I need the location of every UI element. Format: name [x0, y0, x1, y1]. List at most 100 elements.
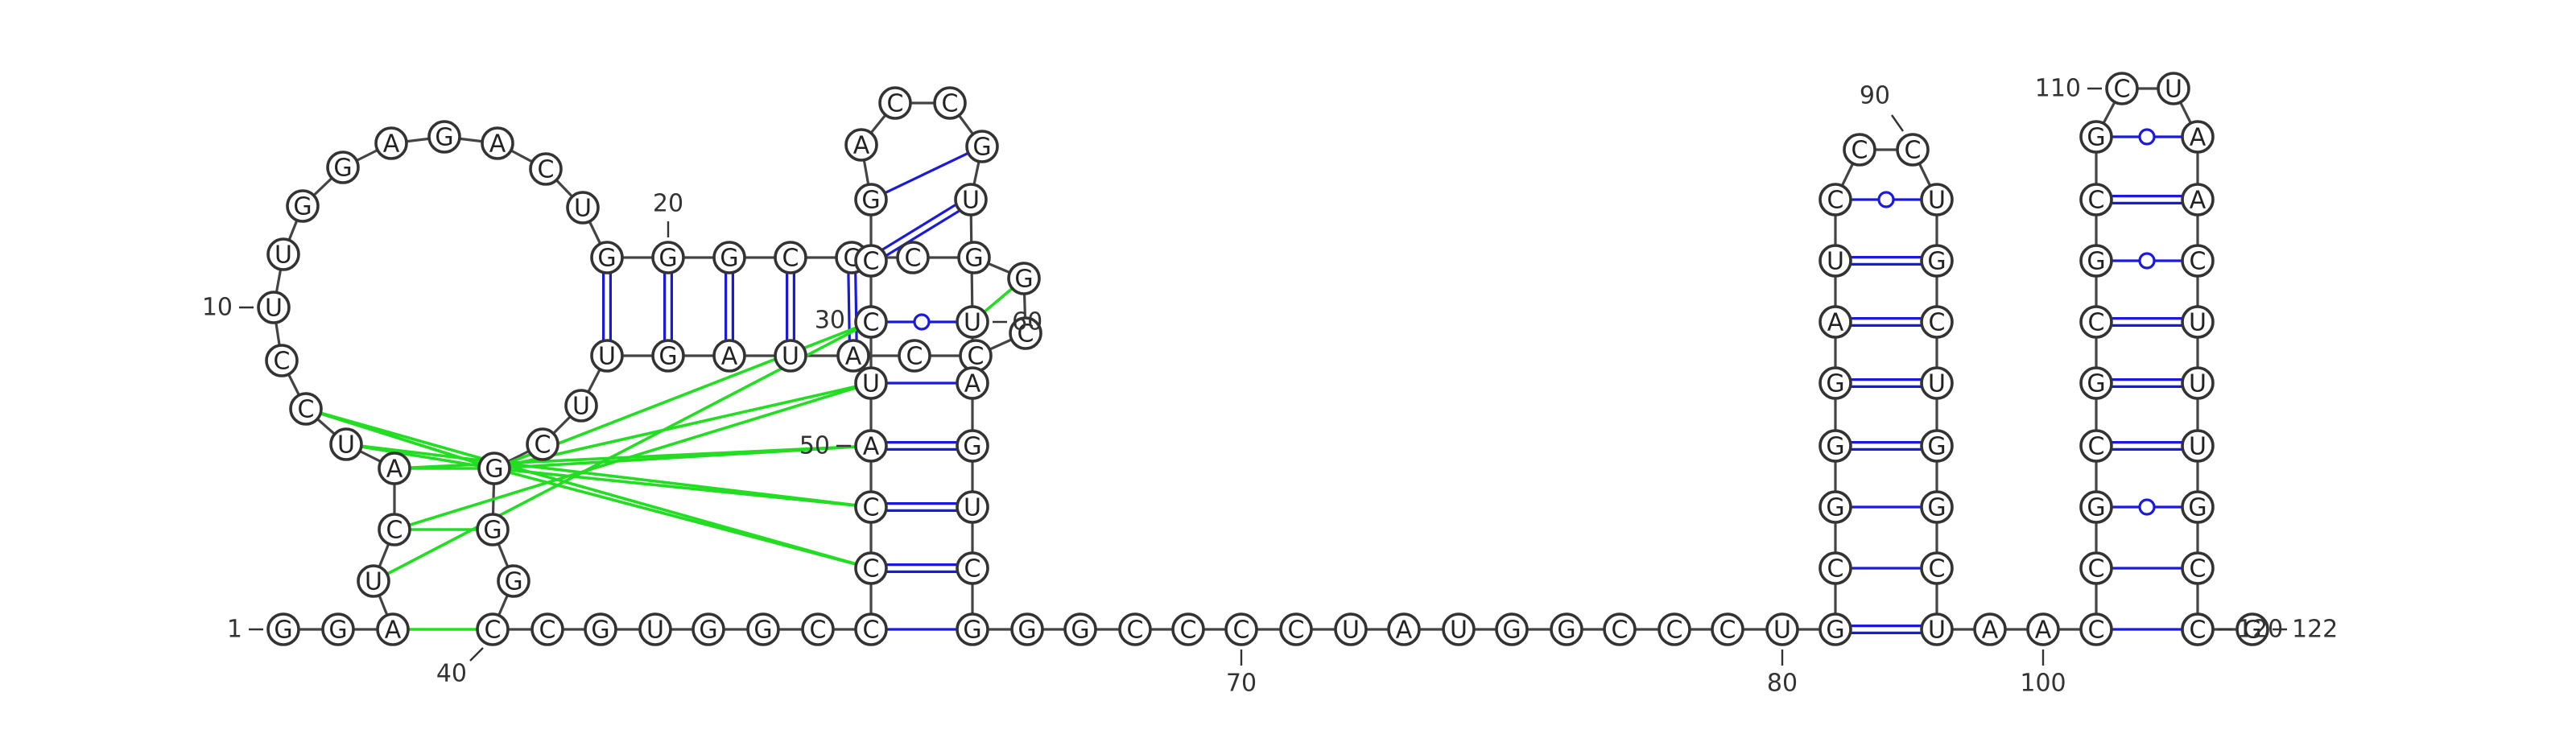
base-pair-line — [885, 209, 960, 258]
nucleotide-letter: C — [485, 616, 502, 645]
nucleotide-letter: C — [968, 343, 985, 371]
nucleotide-circle — [1818, 490, 1852, 524]
nucleotide-letter: U — [1827, 248, 1844, 276]
nucleotide-circle — [497, 564, 530, 598]
nucleotide-letter: A — [845, 343, 862, 371]
nucleotide-letter: C — [2088, 309, 2105, 337]
nucleotide-circle — [2026, 612, 2060, 646]
nucleotide: G — [651, 241, 685, 274]
nucleotide-letter: C — [1929, 555, 1946, 583]
nucleotide-letter: A — [383, 130, 400, 159]
nucleotide-letter: G — [720, 245, 738, 273]
nucleotide-letter: U — [2189, 433, 2207, 461]
nucleotide-letter: C — [386, 517, 403, 545]
nucleotide: U — [1920, 183, 1954, 216]
nucleotide-circle — [564, 389, 598, 423]
nucleotide: A — [2181, 120, 2215, 154]
nucleotide-circle — [1387, 612, 1421, 646]
nucleotide-letter: A — [853, 132, 870, 160]
nucleotide-letter: G — [2087, 248, 2105, 276]
residue-number-label: 60 — [1012, 308, 1042, 336]
gu-pair-marker — [1877, 191, 1895, 208]
nucleotide-letter: U — [572, 393, 590, 421]
nucleotide: U — [638, 612, 672, 646]
nucleotide-circle — [1063, 612, 1097, 646]
nucleotide: C — [1279, 612, 1313, 646]
nucleotide-circle — [2181, 366, 2215, 400]
nucleotide-circle — [1920, 490, 1954, 524]
nucleotide-circle — [1920, 305, 1954, 339]
nucleotide-letter: G — [1018, 616, 1036, 645]
nucleotide-circle — [746, 612, 780, 646]
nucleotide-letter: A — [2190, 124, 2207, 152]
nucleotide: G — [2181, 490, 2215, 524]
nucleotide-circle — [566, 191, 600, 225]
nucleotide-circle — [2079, 366, 2113, 400]
nucleotide-letter: G — [293, 193, 312, 221]
nucleotide: C — [854, 612, 888, 646]
nucleotide: C — [933, 86, 967, 120]
residue-number-label: 50 — [799, 432, 830, 460]
nucleotide-circle — [1896, 133, 1930, 167]
nucleotide: G — [2079, 120, 2113, 154]
nucleotide: G — [321, 612, 355, 646]
nucleotide: G — [1010, 612, 1044, 646]
nucleotide-circle — [898, 339, 931, 373]
nucleotide-letter: G — [658, 343, 677, 371]
gu-pair-marker — [2138, 498, 2156, 516]
nucleotide-letter: G — [2188, 494, 2207, 522]
nucleotide-circle — [774, 241, 807, 274]
nucleotide: U — [1442, 612, 1476, 646]
nucleotide-circle — [257, 291, 291, 324]
nucleotide: G — [584, 612, 617, 646]
nucleotide-letter: U — [646, 616, 664, 645]
nucleotide-letter: G — [2087, 494, 2105, 522]
nucleotide-circle — [956, 490, 989, 524]
nucleotide-circle — [954, 183, 988, 216]
nucleotide-letter: G — [699, 616, 717, 645]
nucleotide-letter: C — [1018, 320, 1034, 348]
nucleotide: A — [712, 339, 746, 373]
nucleotide-letter: C — [1233, 616, 1250, 645]
nucleotide-letter: U — [265, 295, 283, 323]
nucleotide: C — [2079, 551, 2113, 585]
nucleotide-circle — [265, 344, 299, 377]
nucleotide-letter: C — [863, 555, 880, 583]
nucleotide-letter: C — [887, 90, 904, 118]
nucleotide-circle — [651, 241, 685, 274]
nucleotide-letter: C — [274, 348, 291, 376]
nucleotide: G — [497, 564, 530, 598]
nucleotide-letter: C — [863, 494, 880, 522]
nucleotide-circle — [1818, 183, 1852, 216]
number-tick — [1891, 114, 1904, 132]
nucleotide: G — [2079, 366, 2113, 400]
residue-number-label: 30 — [815, 307, 845, 335]
nucleotide-letter: C — [863, 248, 880, 276]
nucleotide-circle — [2181, 305, 2215, 339]
nucleotide: G — [712, 241, 746, 274]
nucleotide-letter: C — [538, 156, 555, 184]
residue-number-label: 122 — [2292, 616, 2338, 644]
nucleotide-letter: U — [962, 187, 980, 215]
nucleotide-circle — [2079, 429, 2113, 463]
nucleotide-letter: G — [1502, 616, 1521, 645]
tertiary-interaction-line — [394, 381, 872, 531]
nucleotide: U — [956, 490, 989, 524]
nucleotide: A — [481, 126, 514, 160]
nucleotide: U — [357, 564, 390, 598]
nucleotide: A — [2026, 612, 2060, 646]
nucleotide: G — [326, 151, 360, 184]
nucleotide: C — [1896, 133, 1930, 167]
nucleotide: A — [376, 612, 410, 646]
nucleotide-letter: U — [1928, 616, 1946, 645]
nucleotide: U — [956, 305, 989, 339]
nucleotide-letter: G — [2243, 616, 2261, 645]
nucleotide-letter: A — [2035, 616, 2052, 645]
nucleotide: G — [1920, 490, 1954, 524]
nucleotide-circle — [691, 612, 725, 646]
nucleotide: G — [956, 612, 989, 646]
nucleotide-circle — [590, 241, 624, 274]
nucleotide: U — [954, 183, 988, 216]
nucleotide-circle — [2181, 490, 2215, 524]
nucleotide-letter: C — [2190, 248, 2207, 276]
